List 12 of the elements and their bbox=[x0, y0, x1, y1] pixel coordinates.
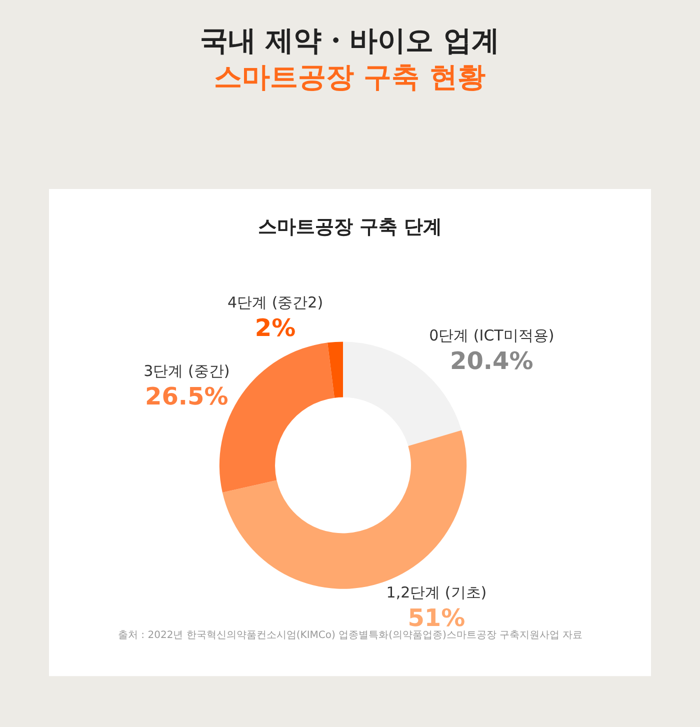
data-label: 26.5% bbox=[145, 382, 228, 411]
slice-label: 4단계 (중간2) bbox=[228, 293, 324, 312]
source-note: 출처 : 2022년 한국혁신의약품컨소시엄(KIMCo) 업종별특화(의약품업종)스마트공장 구축지원사업 자료 bbox=[118, 630, 583, 641]
slice-label: 3단계 (중간) bbox=[144, 362, 230, 380]
data-label: 51% bbox=[408, 604, 466, 632]
slice-label: 0단계 (ICT미적용) bbox=[429, 326, 554, 344]
data-label: 2% bbox=[254, 314, 296, 342]
slice-label: 1,2단계 (기초) bbox=[386, 583, 487, 602]
data-label: 20.4% bbox=[450, 346, 534, 375]
chart-title: 국내 제약・바이오 업계 스마트공장 구축 현황 bbox=[200, 24, 500, 94]
donut-slice bbox=[327, 342, 343, 398]
chart-subtitle: 스마트공장 구축 단계 bbox=[258, 216, 442, 238]
